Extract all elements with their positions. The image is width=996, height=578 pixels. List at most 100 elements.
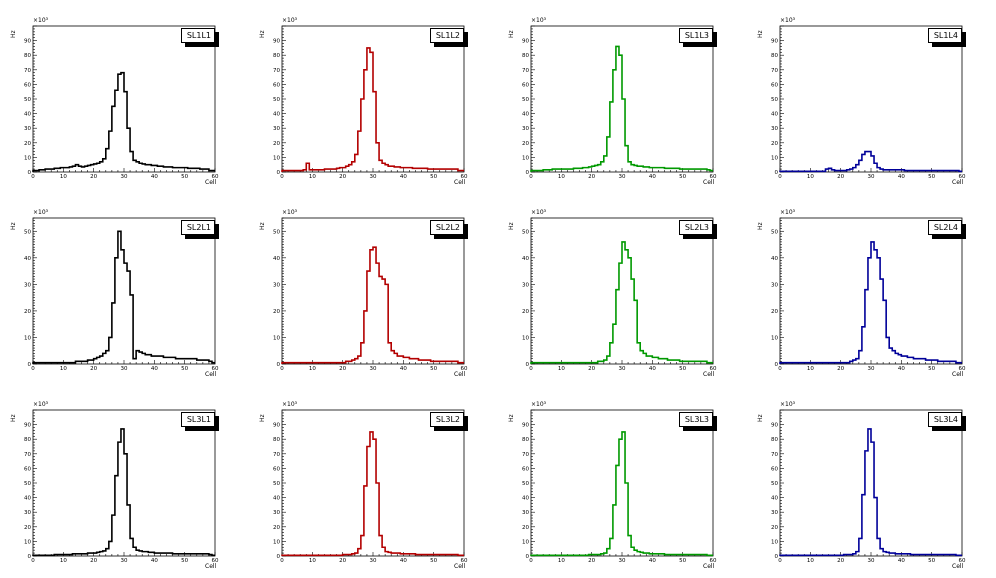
y-axis-label: Hz [757,414,764,422]
y-tick-label: 60 [24,466,31,472]
y-scale-label: ×10³ [282,17,298,24]
histogram-series [779,150,962,173]
x-tick-label: 50 [181,558,188,564]
x-axis-label: Cell [454,179,466,186]
y-tick-label: 70 [522,68,529,74]
y-scale-label: ×10³ [531,401,547,408]
histogram-panel-7: 0 10 20 30 40 50 60 0 10 20 30 40 50 Hz ×10³ Cell SL2L4 [747,196,996,386]
y-tick-label: 60 [273,466,280,472]
y-tick-label: 0 [526,554,530,560]
histogram-series [281,246,464,364]
x-tick-label: 20 [837,366,844,372]
y-tick-label: 20 [24,309,31,315]
y-tick-label: 0 [277,362,281,368]
x-tick-label: 20 [339,558,346,564]
x-tick-label: 50 [430,174,437,180]
plot-frame [530,217,714,365]
x-tick-label: 60 [710,366,717,372]
histogram-panel-2: 0 10 20 30 40 50 60 0 10 20 30 40 50 60 70 80 90 Hz ×10³ Ce… [498,4,747,194]
x-tick-label: 0 [280,174,284,180]
y-tick-label: 90 [24,39,31,45]
y-tick-label: 40 [771,112,778,118]
histogram-title-box: SL3L3 [679,412,713,427]
y-axis-label: Hz [508,222,515,230]
x-tick-label: 20 [339,174,346,180]
histogram-series [530,45,713,172]
histogram-series [32,230,215,364]
y-tick-label: 0 [775,554,779,560]
histogram-title-box: SL1L1 [181,28,215,43]
y-tick-label: 70 [273,68,280,74]
histogram-series [32,428,215,557]
y-tick-label: 20 [273,525,280,531]
plot-frame [281,217,465,365]
y-axis-label: Hz [757,222,764,230]
y-tick-label: 40 [522,112,529,118]
y-tick-label: 0 [28,362,32,368]
x-tick-label: 20 [588,174,595,180]
y-tick-label: 10 [24,539,31,545]
histogram-svg: 0 10 20 30 40 50 60 0 10 20 30 40 50 [24,217,219,372]
x-tick-label: 20 [588,558,595,564]
x-tick-label: 0 [778,366,782,372]
histogram-series [281,431,464,557]
y-axis-label: Hz [508,414,515,422]
histogram-panel-1: 0 10 20 30 40 50 60 0 10 20 30 40 50 60 70 80 90 Hz ×10³ Ce… [249,4,498,194]
histogram-title-box: SL2L3 [679,220,713,235]
y-scale-label: ×10³ [282,401,298,408]
y-tick-label: 10 [522,539,529,545]
y-tick-label: 70 [24,68,31,74]
histogram-panel-4: 0 10 20 30 40 50 60 0 10 20 30 40 50 Hz ×10³ Cell SL2L1 [0,196,249,386]
x-tick-label: 60 [212,366,219,372]
y-tick-label: 0 [775,362,779,368]
x-tick-label: 20 [339,366,346,372]
x-tick-label: 60 [212,174,219,180]
x-axis-label: Cell [952,179,964,186]
y-tick-label: 10 [273,539,280,545]
y-tick-label: 50 [273,481,280,487]
histogram-title-box: SL1L4 [928,28,962,43]
x-tick-label: 10 [558,366,565,372]
histogram-title-box: SL2L1 [181,220,215,235]
x-tick-label: 50 [679,174,686,180]
x-tick-label: 10 [60,366,67,372]
histogram-panel-0: 0 10 20 30 40 50 60 0 10 20 30 40 50 60 70 80 90 Hz ×10³ Ce… [0,4,249,194]
x-tick-label: 50 [679,366,686,372]
x-axis-label: Cell [454,563,466,570]
x-tick-label: 60 [461,366,468,372]
y-scale-label: ×10³ [33,209,49,216]
y-tick-label: 90 [771,423,778,429]
y-tick-label: 50 [522,229,529,235]
plot-frame [281,25,465,173]
y-tick-label: 0 [775,170,779,176]
y-tick-label: 30 [522,510,529,516]
y-tick-label: 0 [28,554,32,560]
histogram-panel-6: 0 10 20 30 40 50 60 0 10 20 30 40 50 Hz ×10³ Cell SL2L3 [498,196,747,386]
x-tick-label: 60 [959,558,966,564]
y-tick-label: 50 [24,97,31,103]
x-tick-label: 40 [649,366,656,372]
x-tick-label: 10 [558,174,565,180]
x-tick-label: 10 [807,366,814,372]
y-tick-label: 70 [24,452,31,458]
y-axis-label: Hz [259,414,266,422]
y-scale-label: ×10³ [33,17,49,24]
x-tick-label: 40 [151,366,158,372]
histogram-panel-8: 0 10 20 30 40 50 60 0 10 20 30 40 50 60 70 80 90 Hz ×10³ Ce… [0,388,249,578]
histogram-series [281,47,464,172]
y-tick-label: 30 [273,282,280,288]
y-tick-label: 40 [522,496,529,502]
y-scale-label: ×10³ [33,401,49,408]
histogram-panel-3: 0 10 20 30 40 50 60 0 10 20 30 40 50 60 70 80 90 Hz ×10³ Ce… [747,4,996,194]
x-tick-label: 40 [400,558,407,564]
x-tick-label: 60 [959,366,966,372]
x-tick-label: 40 [649,558,656,564]
x-tick-label: 40 [400,174,407,180]
histogram-svg: 0 10 20 30 40 50 60 0 10 20 30 40 50 60 70 80 90 [24,409,219,564]
x-tick-label: 40 [898,174,905,180]
x-tick-label: 0 [778,558,782,564]
x-tick-label: 30 [370,366,377,372]
x-tick-label: 10 [807,558,814,564]
y-tick-label: 10 [522,335,529,341]
y-tick-label: 40 [273,256,280,262]
